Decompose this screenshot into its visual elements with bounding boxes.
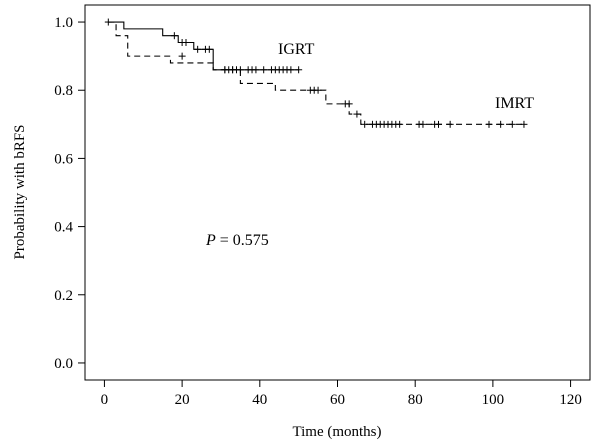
y-tick-label: 1.0 <box>54 15 73 31</box>
plot-frame <box>84 4 591 381</box>
censor-mark-igrt <box>182 39 190 46</box>
censor-mark-imrt <box>178 52 186 60</box>
x-tick-label: 0 <box>101 392 109 408</box>
series-line-igrt <box>108 21 299 71</box>
censor-mark-imrt <box>314 86 322 94</box>
y-tick-label: 0.8 <box>54 83 73 99</box>
censor-mark-imrt <box>497 120 505 128</box>
x-tick-label: 40 <box>252 392 267 408</box>
censor-mark-imrt <box>419 120 427 128</box>
censor-mark-igrt <box>295 66 303 74</box>
series-layer <box>108 21 524 125</box>
censor-mark-igrt <box>252 66 260 74</box>
censor-marks <box>104 18 528 128</box>
x-axis-ticks: 0 20 40 60 80 100 120 <box>101 380 582 408</box>
censor-mark-imrt <box>345 100 353 108</box>
x-tick-label: 100 <box>482 392 505 408</box>
y-tick-label: 0.2 <box>54 288 73 304</box>
censor-mark-igrt <box>205 45 213 53</box>
censor-mark-igrt <box>287 66 295 74</box>
series-label-imrt: IMRT <box>495 95 534 112</box>
y-tick-label: 0.4 <box>54 220 73 236</box>
censor-mark-imrt <box>233 66 240 74</box>
series-label-igrt: IGRT <box>278 41 315 58</box>
p-value-symbol: P <box>205 232 216 249</box>
x-tick-label: 80 <box>408 392 423 408</box>
censor-mark-imrt <box>520 120 528 128</box>
x-tick-label: 120 <box>559 392 582 408</box>
censor-mark-imrt <box>485 120 493 128</box>
censor-mark-imrt <box>446 120 454 128</box>
censor-mark-igrt <box>260 66 268 74</box>
p-value-text: = 0.575 <box>216 232 269 249</box>
x-axis-label: Time (months) <box>292 424 381 440</box>
x-tick-label: 20 <box>175 392 190 408</box>
y-axis-ticks: 0.0 0.2 0.4 0.6 0.8 1.0 <box>54 15 85 372</box>
censor-mark-imrt <box>353 110 361 118</box>
censor-mark-imrt <box>396 120 404 128</box>
p-value-annotation: P = 0.575 <box>205 232 269 249</box>
y-tick-label: 0.6 <box>54 151 73 167</box>
censor-mark-imrt <box>361 120 369 128</box>
censor-mark-imrt <box>508 120 516 128</box>
censor-mark-imrt <box>435 120 442 128</box>
y-tick-label: 0.0 <box>54 356 73 372</box>
series-line-imrt <box>108 21 524 125</box>
censor-mark-igrt <box>170 32 178 40</box>
x-tick-label: 60 <box>330 392 345 408</box>
y-axis-label: Probability with bRFS <box>12 124 28 259</box>
censor-mark-igrt <box>104 18 112 26</box>
censor-mark-igrt <box>194 45 202 53</box>
